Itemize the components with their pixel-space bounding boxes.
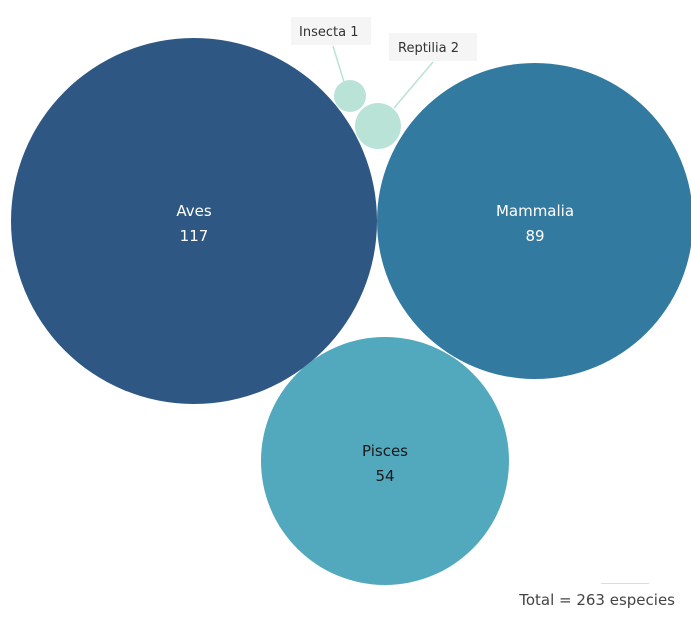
callout-box-insecta bbox=[291, 17, 371, 45]
bubble-name-aves: Aves bbox=[176, 202, 211, 220]
note-divider bbox=[601, 583, 650, 584]
bubble-insecta[interactable] bbox=[334, 80, 366, 112]
total-note: Total = 263 especies bbox=[515, 583, 679, 611]
bubble-value-mammalia: 89 bbox=[525, 227, 544, 245]
bubble-reptilia[interactable] bbox=[355, 103, 401, 149]
callout-line-insecta bbox=[332, 45, 345, 83]
callout-box-reptilia bbox=[389, 33, 477, 61]
callout-label-insecta: Insecta 1 bbox=[299, 25, 358, 40]
total-text: Total = 263 especies bbox=[519, 591, 675, 609]
bubble-pisces[interactable] bbox=[261, 337, 509, 585]
bubble-aves[interactable] bbox=[11, 38, 377, 404]
bubble-mammalia[interactable] bbox=[377, 63, 691, 379]
bubble-value-aves: 117 bbox=[180, 227, 209, 245]
callout-label-reptilia: Reptilia 2 bbox=[398, 41, 459, 56]
bubble-name-pisces: Pisces bbox=[362, 442, 408, 460]
bubble-name-mammalia: Mammalia bbox=[496, 202, 574, 220]
bubble-value-pisces: 54 bbox=[375, 467, 394, 485]
callout-line-reptilia bbox=[393, 61, 434, 109]
